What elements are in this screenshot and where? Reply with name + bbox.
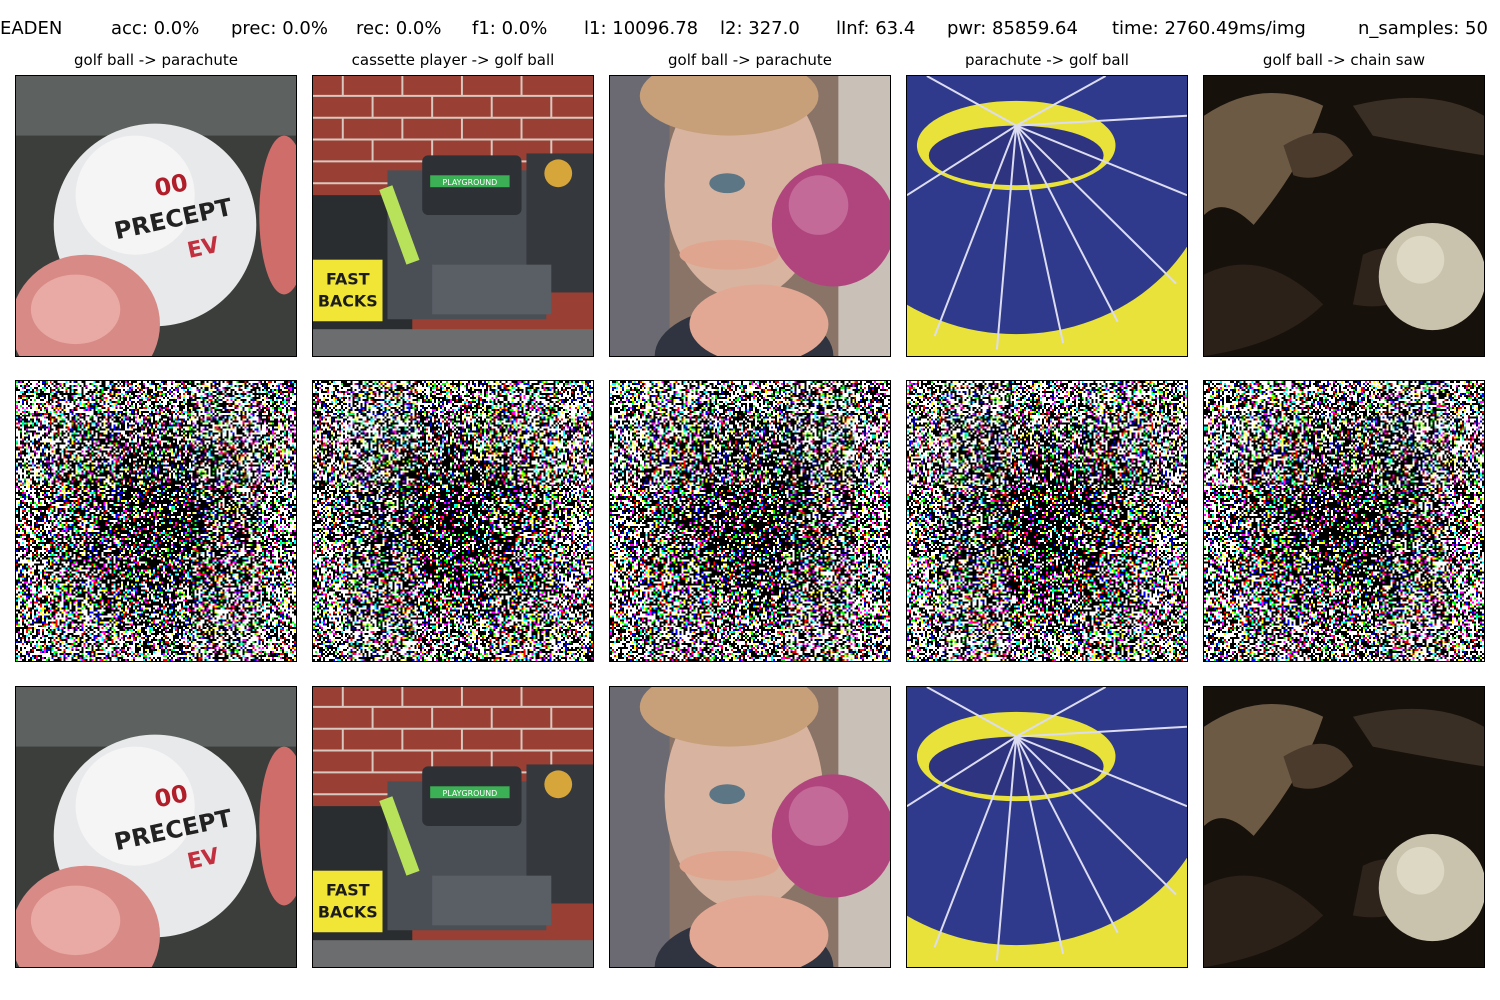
adversarial-image-ball-in-leaves [1203, 686, 1485, 968]
sticker-fast-text: FAST [326, 270, 370, 289]
n-samples-metric: n_samples: 50 [1358, 18, 1488, 39]
precision-metric: prec: 0.0% [231, 18, 328, 39]
column-title: cassette player -> golf ball [351, 51, 555, 69]
column-title: parachute -> golf ball [965, 51, 1129, 69]
column-title: golf ball -> parachute [74, 51, 238, 69]
power-metric: pwr: 85859.64 [947, 18, 1078, 39]
noise-canvas [313, 381, 593, 661]
sticker-playground-text: PLAYGROUND [442, 789, 497, 798]
original-image-boombox: PLAYGROUND FAST BACKS [312, 75, 594, 357]
adversarial-image-parachute [906, 686, 1188, 968]
original-image-pink-ball [609, 75, 891, 357]
metrics-header: EADEN acc: 0.0% prec: 0.0% rec: 0.0% f1:… [0, 14, 1500, 44]
time-metric: time: 2760.49ms/img [1112, 18, 1306, 39]
perturbation-map [15, 380, 297, 662]
sticker-fast-text: FAST [326, 881, 370, 900]
perturbation-map [906, 380, 1188, 662]
noise-canvas [16, 381, 296, 661]
original-image-golf-ball: 00 PRECEPT EV [15, 75, 297, 357]
column-title: golf ball -> chain saw [1262, 51, 1426, 69]
perturbation-map [312, 380, 594, 662]
linf-metric: lInf: 63.4 [836, 18, 916, 39]
l1-metric: l1: 10096.78 [584, 18, 699, 39]
sticker-playground-text: PLAYGROUND [442, 178, 497, 187]
adversarial-image-pink-ball [609, 686, 891, 968]
perturbation-map [609, 380, 891, 662]
adversarial-image-boombox: PLAYGROUND FAST BACKS [312, 686, 594, 968]
noise-canvas [907, 381, 1187, 661]
ball-number-text: 00 [152, 168, 190, 202]
noise-canvas [610, 381, 890, 661]
noise-canvas [1204, 381, 1484, 661]
original-image-parachute [906, 75, 1188, 357]
adversarial-image-golf-ball: 00 PRECEPT EV [15, 686, 297, 968]
f1-metric: f1: 0.0% [472, 18, 548, 39]
column-title: golf ball -> parachute [668, 51, 832, 69]
original-image-ball-in-leaves [1203, 75, 1485, 357]
recall-metric: rec: 0.0% [356, 18, 442, 39]
perturbation-map [1203, 380, 1485, 662]
l2-metric: l2: 327.0 [720, 18, 800, 39]
accuracy-metric: acc: 0.0% [111, 18, 200, 39]
method-name: EADEN [0, 18, 63, 39]
sticker-backs-text: BACKS [318, 291, 378, 310]
sticker-backs-text: BACKS [318, 902, 378, 921]
ball-number-text: 00 [152, 779, 190, 813]
